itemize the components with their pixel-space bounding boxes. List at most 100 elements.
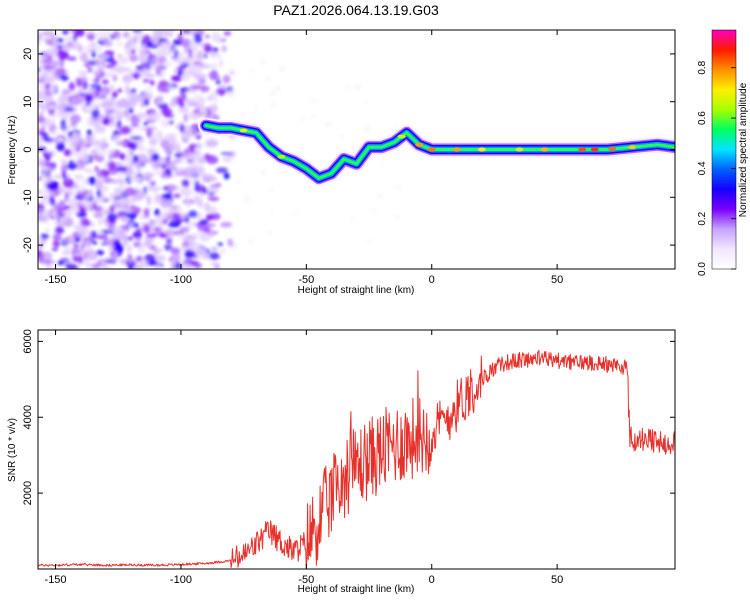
ridge-peak bbox=[578, 147, 587, 152]
noise-blob bbox=[59, 200, 66, 205]
noise-blob bbox=[146, 261, 158, 266]
noise-blob bbox=[58, 206, 67, 213]
noise-blob bbox=[148, 180, 159, 184]
noise-blob bbox=[176, 98, 184, 105]
noise-blob bbox=[126, 236, 134, 241]
spectrogram-y-tick-label: -10 bbox=[22, 189, 34, 205]
noise-blob bbox=[193, 194, 200, 205]
noise-blob bbox=[143, 92, 153, 100]
noise-blob bbox=[100, 142, 107, 151]
noise-blob bbox=[58, 57, 64, 68]
noise-blob bbox=[96, 169, 104, 178]
noise-blob bbox=[135, 65, 141, 70]
noise-blob bbox=[187, 64, 200, 72]
spectrogram-y-tick-label: 10 bbox=[22, 96, 34, 108]
noise-blob bbox=[157, 157, 168, 165]
noise-blob bbox=[155, 65, 162, 75]
noise-blob bbox=[151, 153, 160, 162]
noise-blob bbox=[130, 49, 136, 54]
noise-blob bbox=[70, 120, 78, 128]
spectrogram-x-tick-label: -100 bbox=[170, 274, 192, 286]
noise-blob bbox=[209, 104, 219, 113]
noise-blob bbox=[183, 113, 189, 123]
spectrogram-x-label: Height of straight line (km) bbox=[298, 285, 415, 296]
noise-blob bbox=[192, 263, 202, 269]
noise-blob bbox=[129, 54, 139, 62]
noise-blob bbox=[196, 50, 205, 61]
noise-blob bbox=[169, 264, 177, 269]
noise-speck bbox=[350, 216, 356, 222]
noise-blob bbox=[137, 247, 146, 253]
noise-blob bbox=[91, 109, 100, 119]
noise-blob bbox=[52, 240, 60, 248]
noise-blob bbox=[181, 137, 186, 141]
noise-blob bbox=[218, 59, 223, 68]
noise-blob bbox=[117, 170, 123, 179]
ridge-peak bbox=[427, 147, 436, 152]
noise-blob bbox=[79, 52, 89, 62]
noise-blob bbox=[38, 189, 43, 195]
noise-blob bbox=[197, 96, 205, 106]
noise-blob bbox=[173, 230, 185, 236]
noise-blob bbox=[59, 106, 64, 114]
noise-blob bbox=[38, 208, 46, 215]
noise-speck bbox=[270, 90, 277, 96]
noise-blob bbox=[116, 34, 122, 39]
noise-blob bbox=[100, 59, 106, 67]
noise-blob bbox=[185, 198, 191, 208]
noise-blob bbox=[64, 192, 69, 202]
noise-blob bbox=[58, 213, 65, 217]
noise-blob bbox=[207, 192, 216, 196]
noise-blob bbox=[202, 226, 211, 233]
snr-x-tick-label: 50 bbox=[551, 574, 563, 586]
snr-y-ticks: 2000 4000 6000 bbox=[22, 329, 675, 505]
colorbar-ticks: 0.0 0.2 0.4 0.6 0.8 bbox=[697, 60, 736, 276]
noise-blob bbox=[156, 94, 164, 105]
noise-blob bbox=[77, 70, 87, 75]
noise-blob bbox=[210, 246, 220, 251]
noise-speck bbox=[251, 68, 255, 73]
noise-blob bbox=[189, 145, 195, 154]
noise-blob bbox=[215, 79, 221, 85]
noise-blob bbox=[49, 119, 56, 124]
noise-blob bbox=[157, 55, 167, 64]
noise-blob bbox=[95, 250, 105, 256]
noise-blob bbox=[222, 156, 233, 163]
noise-blob bbox=[66, 162, 78, 170]
noise-blob bbox=[61, 164, 68, 173]
spectrogram-y-label: Frequency (Hz) bbox=[7, 116, 18, 185]
noise-blob bbox=[117, 119, 122, 129]
noise-blob bbox=[124, 84, 130, 94]
colorbar-tick-label: 0.8 bbox=[697, 60, 708, 74]
noise-speck bbox=[393, 123, 398, 128]
noise-blob bbox=[68, 81, 76, 92]
colorbar-tick-label: 0.4 bbox=[697, 161, 708, 175]
noise-blob bbox=[118, 182, 125, 191]
noise-blob bbox=[59, 257, 71, 265]
noise-blob bbox=[39, 84, 46, 93]
snr-y-tick-label: 6000 bbox=[22, 329, 34, 353]
noise-blob bbox=[132, 230, 143, 239]
noise-blob bbox=[229, 70, 236, 75]
noise-blob bbox=[161, 106, 171, 116]
ridge-peak bbox=[415, 142, 424, 147]
noise-blob bbox=[217, 242, 223, 246]
noise-blob bbox=[128, 108, 134, 114]
noise-blob bbox=[115, 243, 124, 254]
noise-blob bbox=[63, 148, 72, 157]
noise-blob bbox=[206, 213, 214, 221]
noise-blob bbox=[68, 264, 80, 269]
noise-blob bbox=[44, 48, 53, 58]
noise-blob bbox=[158, 80, 169, 87]
noise-blob bbox=[200, 85, 210, 93]
spectrogram-noise-field bbox=[38, 30, 402, 269]
noise-blob bbox=[195, 142, 202, 150]
noise-blob bbox=[209, 62, 218, 70]
noise-blob bbox=[64, 236, 70, 245]
noise-blob bbox=[50, 54, 59, 59]
noise-blob bbox=[109, 33, 115, 40]
noise-blob bbox=[73, 244, 80, 249]
noise-speck bbox=[270, 103, 276, 107]
noise-blob bbox=[190, 127, 197, 134]
noise-blob bbox=[220, 222, 233, 228]
